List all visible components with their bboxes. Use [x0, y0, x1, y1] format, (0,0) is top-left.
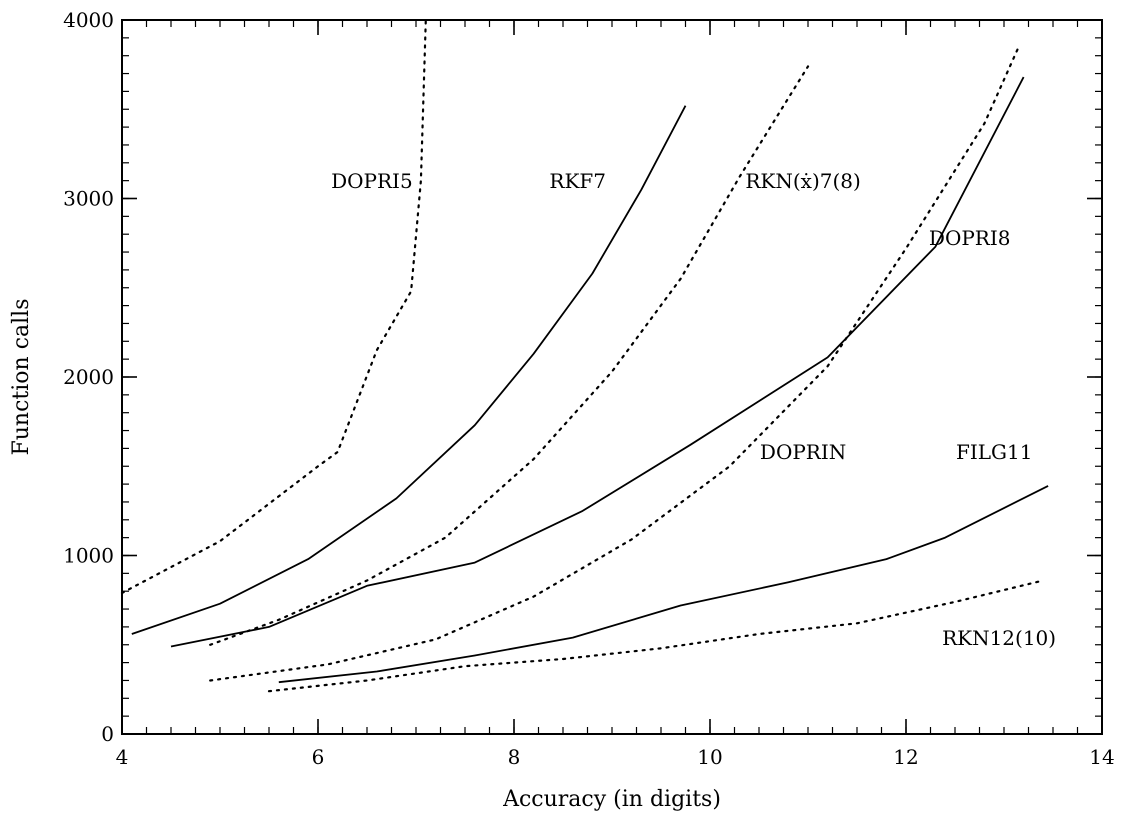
x-tick-label: 8: [508, 745, 521, 769]
y-tick-label: 4000: [63, 8, 114, 32]
tick-labels: 4 6 8 10 12 14 0 1000 2000 3000 4000: [63, 8, 1115, 769]
series-line-rkn-7-8: [209, 65, 810, 646]
series-line-dopri8: [170, 76, 1025, 648]
y-tick-label: 3000: [63, 187, 114, 211]
x-tick-label: 6: [312, 745, 325, 769]
y-axis-title: Function calls: [9, 298, 34, 455]
series-labels: DOPRI5 RKF7 RKN(ẋ)7(8) DOPRI8 DOPRIN FILG11 RK…: [331, 169, 1056, 650]
series-line-rkf7: [131, 105, 687, 635]
x-tick-label: 10: [697, 745, 722, 769]
major-ticks: [121, 19, 1103, 735]
minor-ticks: [121, 19, 1103, 735]
series-lines: [120, 18, 1049, 693]
series-line-filg11: [278, 485, 1049, 684]
y-tick-label: 0: [101, 722, 114, 746]
series-label-dopri8: DOPRI8: [929, 226, 1011, 250]
series-label-doprin: DOPRIN: [760, 440, 846, 464]
series-label-rkn12-10: RKN12(10): [942, 626, 1056, 650]
series-label-filg11: FILG11: [956, 440, 1032, 464]
y-tick-label: 2000: [63, 365, 114, 389]
series-label-dopri5: DOPRI5: [331, 169, 413, 193]
series-line-doprin: [209, 45, 1020, 682]
series-label-rkf7: RKF7: [549, 169, 606, 193]
x-tick-label: 14: [1089, 745, 1114, 769]
x-tick-label: 12: [893, 745, 918, 769]
series-line-rkn12-10: [267, 579, 1045, 693]
series-line-dopri5: [120, 18, 427, 595]
series-label-rkn-7-8: RKN(ẋ)7(8): [745, 169, 860, 193]
x-tick-label: 4: [116, 745, 129, 769]
y-tick-label: 1000: [63, 544, 114, 568]
x-axis-title: Accuracy (in digits): [502, 787, 721, 812]
